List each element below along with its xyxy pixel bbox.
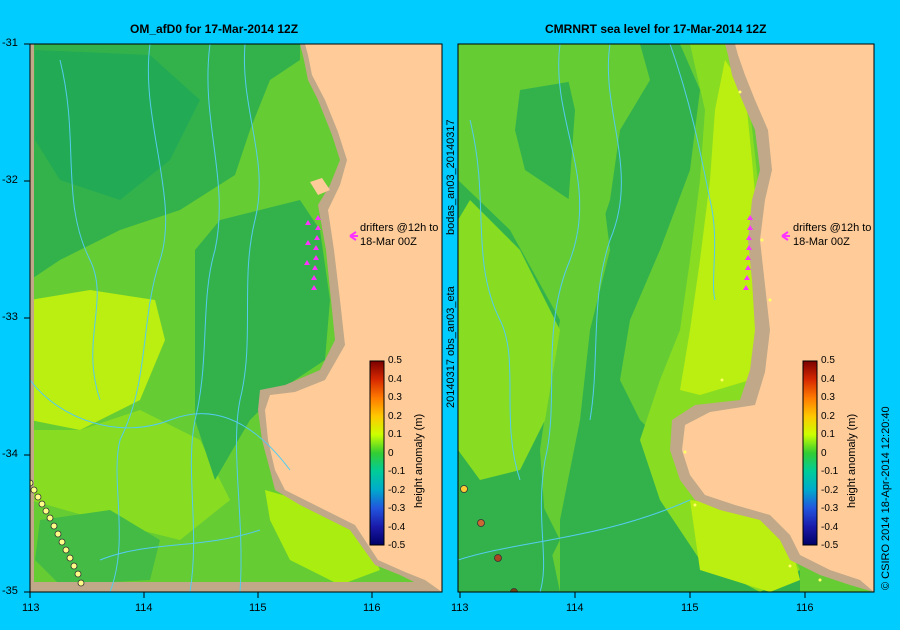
coast-shelf	[30, 44, 34, 592]
colorbar-tick: -0.1	[388, 466, 406, 477]
track-circles	[460, 485, 518, 592]
colorbar-label: height anomaly (m)	[413, 413, 425, 508]
x-tick-label: 113	[22, 602, 40, 614]
x-tick-label: 115	[249, 602, 267, 614]
axis-ticks	[24, 43, 806, 598]
anomaly-contour-region	[560, 44, 800, 592]
y-tick-label: -31	[2, 37, 18, 49]
streamlines	[30, 44, 291, 592]
colorbar-tick: -0.3	[388, 503, 406, 514]
right-colorbar-ticks: 0.5 0.4 0.3 0.2 0.1 0 -0.1 -0.2 -0.3 -0.…	[821, 355, 838, 551]
colorbar-tick: 0	[821, 447, 827, 459]
colorbar-tick: 0.2	[388, 410, 402, 422]
drifter-annotation-line1: drifters @12h to	[793, 222, 872, 234]
colorbar-label: height anomaly (m)	[846, 413, 858, 508]
y-tick-label: -34	[2, 448, 18, 460]
right-map-panel	[458, 44, 874, 592]
colorbar-tick: 0.5	[821, 355, 835, 366]
anomaly-contour-region	[30, 410, 230, 540]
land-mass	[310, 178, 330, 195]
x-tick-label: 114	[566, 602, 584, 614]
colorbar-tick: 0	[388, 447, 394, 459]
colorbar-tick: -0.4	[821, 521, 839, 533]
left-colorbar-ticks: 0.5 0.4 0.3 0.2 0.1 0 -0.1 -0.2 -0.3 -0.…	[388, 355, 405, 551]
colorbar-tick: -0.1	[821, 466, 839, 477]
track-circles	[30, 479, 85, 587]
bodas-run-label: bodas_an03_20140317	[445, 119, 457, 235]
y-tick-label: -35	[2, 585, 18, 597]
colorbar-tick: 0.3	[821, 392, 835, 403]
drifter-markers	[304, 215, 321, 290]
right-panel-frame	[457, 43, 875, 593]
colorbar-tick: 0.1	[821, 429, 835, 440]
colorbar-tick: 0.3	[388, 392, 402, 403]
anomaly-contour-region	[680, 60, 760, 395]
anomaly-contour-region	[195, 200, 330, 480]
colorbar-tick: -0.2	[388, 484, 406, 496]
drifter-arrow-icon	[781, 231, 790, 241]
drifter-annotation-line2: 18-Mar 00Z	[360, 236, 417, 248]
colorbar-tick: 0.5	[388, 355, 402, 366]
colorbar-tick: -0.5	[821, 540, 839, 551]
anomaly-contour-region	[560, 44, 650, 300]
anomaly-contour-region	[458, 480, 560, 592]
drifter-arrow-icon	[349, 231, 358, 241]
x-tick-label: 114	[135, 602, 153, 614]
left-panel-title: OM_afD0 for 17-Mar-2014 12Z	[130, 22, 299, 36]
land-mass	[682, 44, 874, 592]
right-colorbar	[802, 360, 818, 546]
drifter-annotation-line2: 18-Mar 00Z	[793, 236, 850, 248]
credit-label: © CSIRO 2014 18-Apr-2014 12:20:40	[880, 406, 892, 590]
right-panel-title: CMRNRT sea level for 17-Mar-2014 12Z	[545, 22, 767, 36]
anomaly-contour-region	[265, 490, 380, 585]
colorbar-tick: -0.5	[388, 540, 406, 551]
colorbar-tick: 0.2	[821, 410, 835, 422]
x-tick-label: 116	[363, 602, 381, 614]
anomaly-contour-region	[458, 200, 560, 480]
dots	[683, 90, 822, 582]
drifter-markers	[743, 215, 753, 290]
streamlines	[458, 44, 716, 592]
x-tick-label: 115	[681, 602, 699, 614]
colorbar-tick: 0.4	[388, 373, 402, 385]
left-map-panel	[30, 44, 442, 592]
anomaly-contour-region	[35, 510, 160, 585]
colorbar-tick: -0.3	[821, 503, 839, 514]
x-tick-label: 113	[451, 602, 469, 614]
land-mass	[265, 44, 442, 592]
y-tick-label: -32	[2, 174, 18, 186]
anomaly-contour-region	[30, 290, 165, 430]
left-colorbar	[369, 360, 385, 546]
drifter-annotation-line1: drifters @12h to	[360, 222, 439, 234]
colorbar-tick: 0.4	[821, 373, 835, 385]
y-tick-label: -33	[2, 311, 18, 323]
obs-run-label: 20140317 obs_an03_eta	[445, 286, 457, 408]
coast-shelf	[30, 582, 442, 592]
anomaly-contour-region	[35, 50, 200, 200]
x-tick-label: 116	[796, 602, 814, 614]
colorbar-tick: -0.4	[388, 521, 406, 533]
colorbar-tick: 0.1	[388, 429, 402, 440]
colorbar-tick: -0.2	[821, 484, 839, 496]
